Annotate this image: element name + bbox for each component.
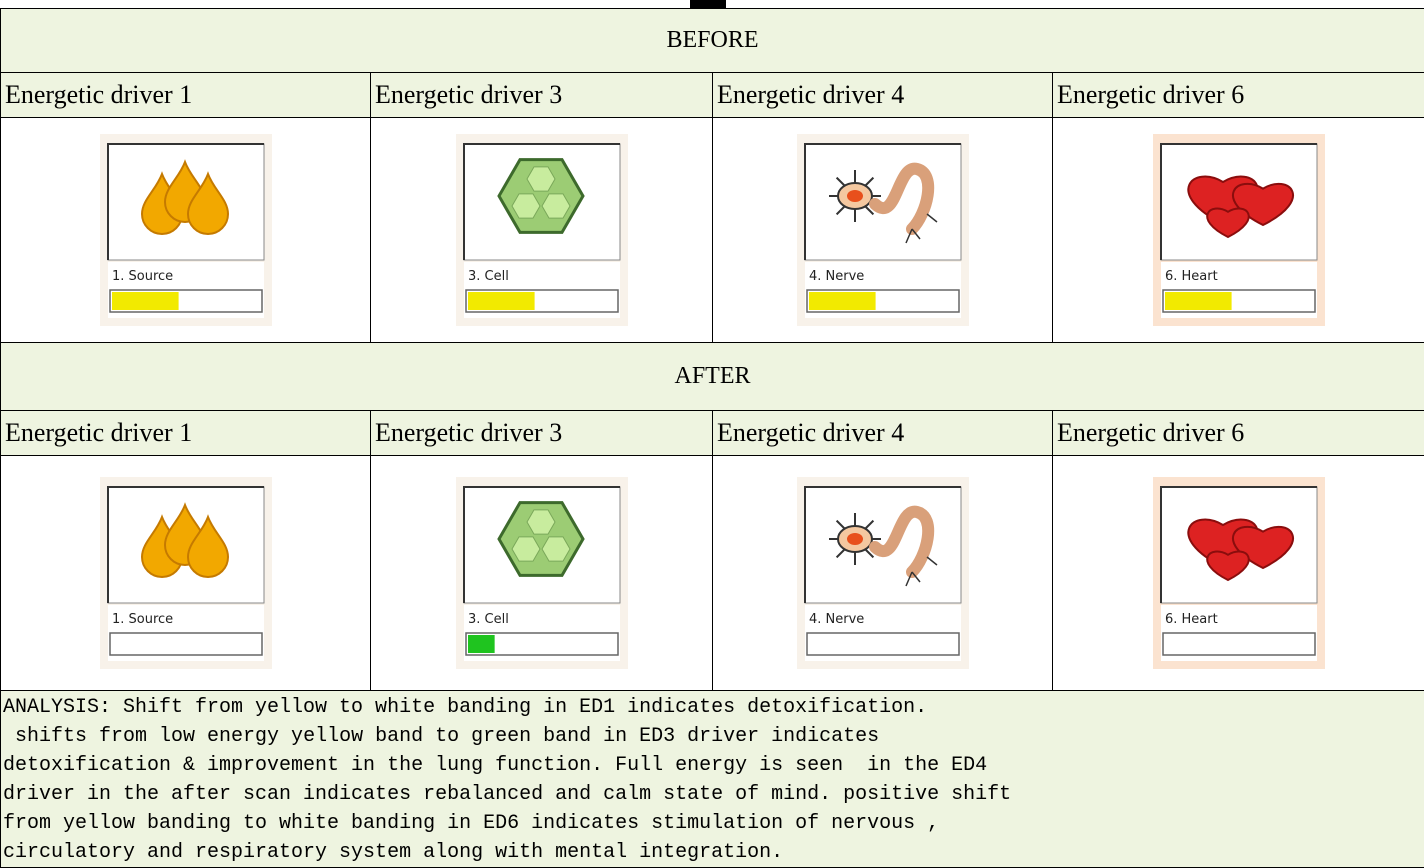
image-cell: 3. Cell xyxy=(371,118,713,343)
image-cell: 6. Heart xyxy=(1053,118,1424,343)
driver-tile: 4. Nerve xyxy=(797,134,969,326)
level-bar-frame xyxy=(807,633,959,655)
driver-tile: 1. Source xyxy=(100,477,272,669)
driver-tile: 3. Cell xyxy=(456,477,628,669)
level-bar-frame xyxy=(1163,633,1315,655)
section-row: AFTER xyxy=(1,343,1424,411)
tile-label: 4. Nerve xyxy=(809,269,864,284)
analysis-text: ANALYSIS: Shift from yellow to white ban… xyxy=(1,691,1424,868)
image-cell: 3. Cell xyxy=(371,456,713,691)
column-header: Energetic driver 3 xyxy=(371,411,713,456)
nerve-nucleus xyxy=(847,190,863,202)
icon-frame xyxy=(805,487,961,603)
column-header: Energetic driver 1 xyxy=(1,411,371,456)
image-cell: 1. Source xyxy=(1,118,371,343)
driver-tile: 6. Heart xyxy=(1153,477,1325,669)
level-bar xyxy=(809,292,876,310)
icon-frame xyxy=(805,144,961,260)
tile-label: 1. Source xyxy=(112,269,173,284)
image-cell: 1. Source xyxy=(1,456,371,691)
image-row: 1. Source 3. Cell 4. Nerve 6. Heart xyxy=(1,118,1424,343)
tile-label: 1. Source xyxy=(112,612,173,627)
column-header: Energetic driver 4 xyxy=(713,73,1053,118)
driver-tile: 6. Heart xyxy=(1153,134,1325,326)
level-bar xyxy=(1165,292,1232,310)
driver-tile: 1. Source xyxy=(100,134,272,326)
driver-tile: 3. Cell xyxy=(456,134,628,326)
tile-label: 3. Cell xyxy=(468,612,509,627)
column-header: Energetic driver 4 xyxy=(713,411,1053,456)
level-bar xyxy=(468,292,535,310)
nerve-nucleus xyxy=(847,533,863,545)
column-header: Energetic driver 1 xyxy=(1,73,371,118)
level-bar xyxy=(112,292,179,310)
driver-tile: 4. Nerve xyxy=(797,477,969,669)
image-cell: 4. Nerve xyxy=(713,118,1053,343)
tile-label: 4. Nerve xyxy=(809,612,864,627)
image-cell: 4. Nerve xyxy=(713,456,1053,691)
column-header: Energetic driver 6 xyxy=(1053,73,1424,118)
section-title: BEFORE xyxy=(1,9,1424,73)
column-header: Energetic driver 3 xyxy=(371,73,713,118)
tile-label: 3. Cell xyxy=(468,269,509,284)
analysis-row: ANALYSIS: Shift from yellow to white ban… xyxy=(1,691,1424,868)
tile-label: 6. Heart xyxy=(1165,612,1218,627)
column-header: Energetic driver 6 xyxy=(1053,411,1424,456)
level-bar xyxy=(468,635,495,653)
image-row: 1. Source 3. Cell 4. Nerve 6. Heart xyxy=(1,456,1424,691)
section-title: AFTER xyxy=(1,343,1424,411)
section-row: BEFORE xyxy=(1,9,1424,73)
level-bar-frame xyxy=(110,633,262,655)
image-cell: 6. Heart xyxy=(1053,456,1424,691)
tile-label: 6. Heart xyxy=(1165,269,1218,284)
